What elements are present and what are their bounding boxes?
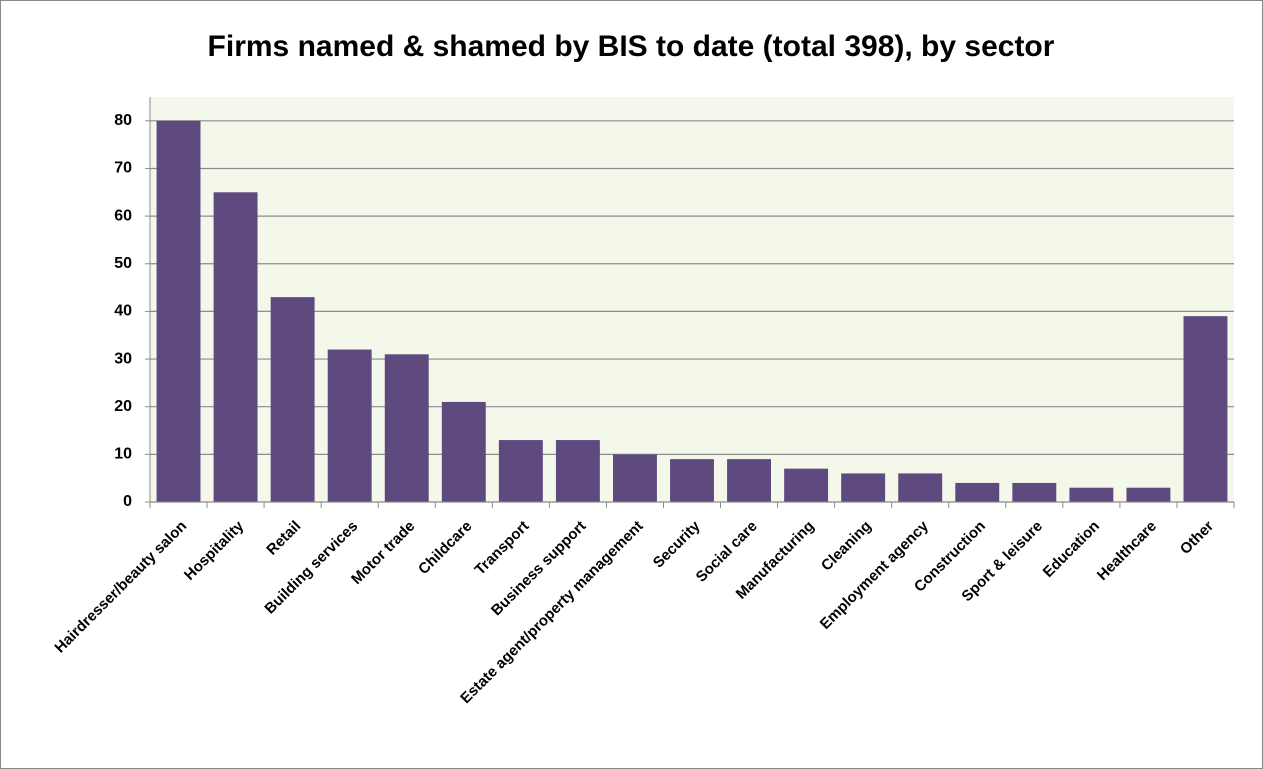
bar: [1012, 482, 1057, 502]
bar: [612, 454, 657, 502]
y-tick-label: 0: [123, 493, 132, 510]
bar: [1069, 487, 1114, 502]
bar: [841, 473, 886, 502]
bar: [213, 192, 258, 502]
bar: [727, 459, 772, 502]
y-tick-label: 20: [114, 398, 132, 415]
y-tick-label: 60: [114, 207, 132, 224]
chart-title: Firms named & shamed by BIS to date (tot…: [208, 30, 1055, 63]
bar: [784, 468, 829, 502]
bar: [1183, 316, 1228, 502]
bar: [384, 354, 429, 502]
y-tick-label: 70: [114, 160, 132, 177]
bar: [555, 440, 600, 502]
bar: [270, 297, 315, 502]
y-tick-label: 80: [114, 112, 132, 129]
bar: [1126, 487, 1171, 502]
y-tick-label: 30: [114, 350, 132, 367]
bar: [327, 349, 372, 502]
bar: [670, 459, 714, 502]
y-tick-label: 50: [114, 255, 132, 272]
bar: [498, 440, 543, 502]
y-tick-label: 40: [114, 303, 132, 320]
bar: [441, 401, 486, 502]
y-tick-label: 10: [114, 446, 132, 463]
bar: [955, 482, 1000, 502]
bar: [898, 473, 943, 502]
bar: [156, 120, 201, 502]
